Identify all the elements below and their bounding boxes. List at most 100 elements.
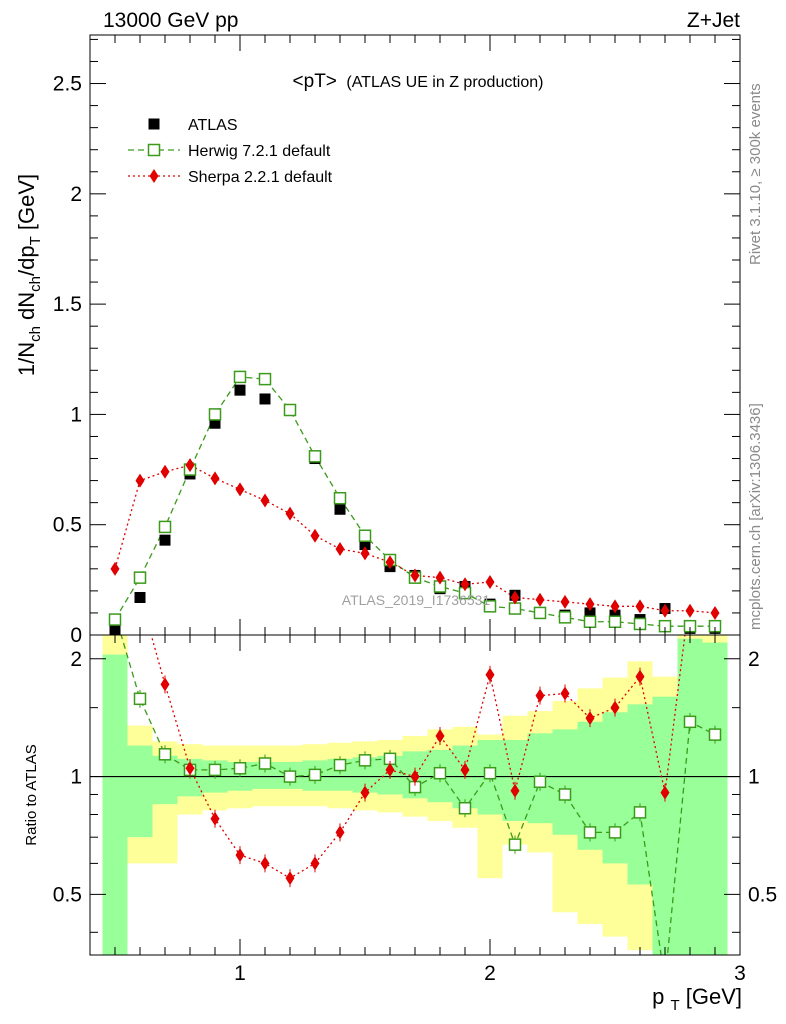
sherpa-point: [210, 471, 220, 486]
title-main: <pT>: [293, 71, 337, 92]
sherpa-point: [685, 603, 695, 618]
sherpa-point: [235, 482, 245, 497]
inner-band-bin: [677, 638, 703, 955]
legend-atlas: ATLAS: [148, 117, 238, 134]
sherpa-point: [485, 575, 495, 590]
herwig-ratio-point: [233, 762, 247, 775]
inner-band-bin: [552, 729, 578, 835]
mcplots-label: mcplots.cern.ch [arXiv:1306.3436]: [747, 403, 764, 630]
herwig-point: [208, 408, 222, 421]
distribution-marks: [108, 370, 722, 635]
sherpa-point: [260, 493, 270, 508]
sherpa-point: [510, 590, 520, 605]
herwig-point: [133, 571, 147, 584]
sherpa-point: [285, 506, 295, 521]
sherpa-ratio-point: [435, 728, 445, 743]
ylabel-subscript: T: [27, 236, 44, 245]
sherpa-point: [160, 464, 170, 479]
herwig-point: [108, 613, 122, 626]
sherpa-point: [310, 528, 320, 543]
x-axis-label-sub: T: [670, 997, 679, 1014]
sherpa-ratio-point: [460, 762, 470, 777]
herwig-ratio-point: [608, 826, 622, 839]
atlas-point: [334, 503, 346, 515]
herwig-ratio-point: [358, 754, 372, 767]
sherpa-point: [635, 599, 645, 614]
ratio-y-tick-label-right: 2: [748, 648, 760, 671]
herwig-ratio-point: [258, 757, 272, 770]
sherpa-point: [110, 561, 120, 576]
ratio-axes: 0.5 0.5 1 1 2 2 1 2 3: [53, 635, 777, 985]
sherpa-ratio-point: [260, 856, 270, 871]
herwig-ratio-point: [158, 748, 172, 761]
header-process-label: Z+Jet: [687, 9, 740, 32]
herwig-point: [333, 491, 347, 505]
sherpa-ratio-point: [585, 711, 595, 726]
ylabel-part: dN: [14, 292, 39, 326]
atlas-point: [134, 592, 146, 603]
sherpa-line: [114, 464, 716, 614]
ylabel-subscript: ch: [27, 326, 44, 342]
sherpa-point: [535, 592, 545, 607]
inner-band-bin: [502, 740, 528, 821]
ratio-y-tick-label: 0.5: [53, 883, 82, 906]
herwig-point: [283, 403, 297, 417]
herwig-ratio-point: [708, 728, 722, 741]
herwig-point: [358, 529, 372, 542]
herwig-ratio-point: [333, 758, 347, 772]
sherpa-point: [585, 597, 595, 612]
inner-band-bin: [152, 755, 178, 805]
herwig-point: [483, 600, 497, 613]
sherpa-point: [185, 458, 195, 473]
legend-sherpa: Sherpa 2.2.1 default: [128, 169, 333, 186]
sherpa-point: [710, 605, 720, 620]
x-axis-label: p T [GeV]: [652, 984, 742, 1015]
sherpa-point: [385, 555, 395, 570]
distribution-panel: 00.511.522.5 1/Nch dNch/dpT [GeV] <pT> (…: [14, 34, 741, 647]
legend-herwig: Herwig 7.2.1 default: [128, 143, 331, 160]
x-axis-label-main: p: [652, 984, 664, 1009]
sherpa-ratio-point: [485, 667, 495, 682]
legend: ATLAS Herwig 7.2.1 default Sherpa 2.2.1 de…: [128, 117, 333, 186]
sherpa-point: [610, 599, 620, 614]
sherpa-point: [360, 546, 370, 561]
y-tick-label: 1: [70, 403, 82, 426]
watermark: ATLAS_2019_I1736531: [342, 592, 491, 608]
herwig-ratio-point: [508, 838, 522, 851]
herwig-ratio-point: [483, 766, 497, 780]
sherpa-ratio-point: [610, 700, 620, 715]
sherpa-point: [560, 594, 570, 609]
y-tick-label: 1.5: [53, 293, 82, 316]
atlas-point: [234, 384, 246, 396]
sherpa-point: [460, 577, 470, 592]
herwig-point: [233, 370, 247, 384]
x-tick-label: 2: [484, 962, 496, 985]
x-axis-label-unit: [GeV]: [686, 984, 742, 1009]
sherpa-point: [135, 473, 145, 488]
herwig-ratio-point: [208, 763, 222, 777]
sherpa-point: [335, 541, 345, 556]
sherpa-ratio-point: [510, 783, 520, 798]
herwig-ratio-point: [633, 806, 647, 819]
sherpa-ratio-point: [535, 688, 545, 703]
inner-band-bin: [627, 704, 653, 885]
sherpa-ratio-point: [385, 762, 395, 777]
distribution-y-axis-label: 1/Nch dNch/dpT [GeV]: [14, 174, 44, 376]
x-tick-label: 3: [734, 962, 746, 985]
legend-marker: [149, 169, 159, 183]
sherpa-ratio-point: [235, 848, 245, 863]
herwig-ratio-point: [683, 715, 697, 729]
x-tick-label: 1: [234, 962, 246, 985]
ratio-uncertainty-bands: [102, 635, 728, 955]
atlas-point: [359, 539, 371, 551]
y-tick-label: 2.5: [53, 73, 82, 96]
y-tick-label: 0: [70, 624, 82, 647]
herwig-ratio-point: [583, 826, 597, 839]
ylabel-part: [GeV]: [14, 174, 39, 236]
ylabel-subscript: ch: [27, 276, 44, 292]
header-beam-label: 13000 GeV pp: [103, 9, 238, 32]
sherpa-ratio-point: [335, 825, 345, 840]
sherpa-ratio-point: [160, 677, 170, 692]
sherpa-ratio-point: [310, 856, 320, 871]
